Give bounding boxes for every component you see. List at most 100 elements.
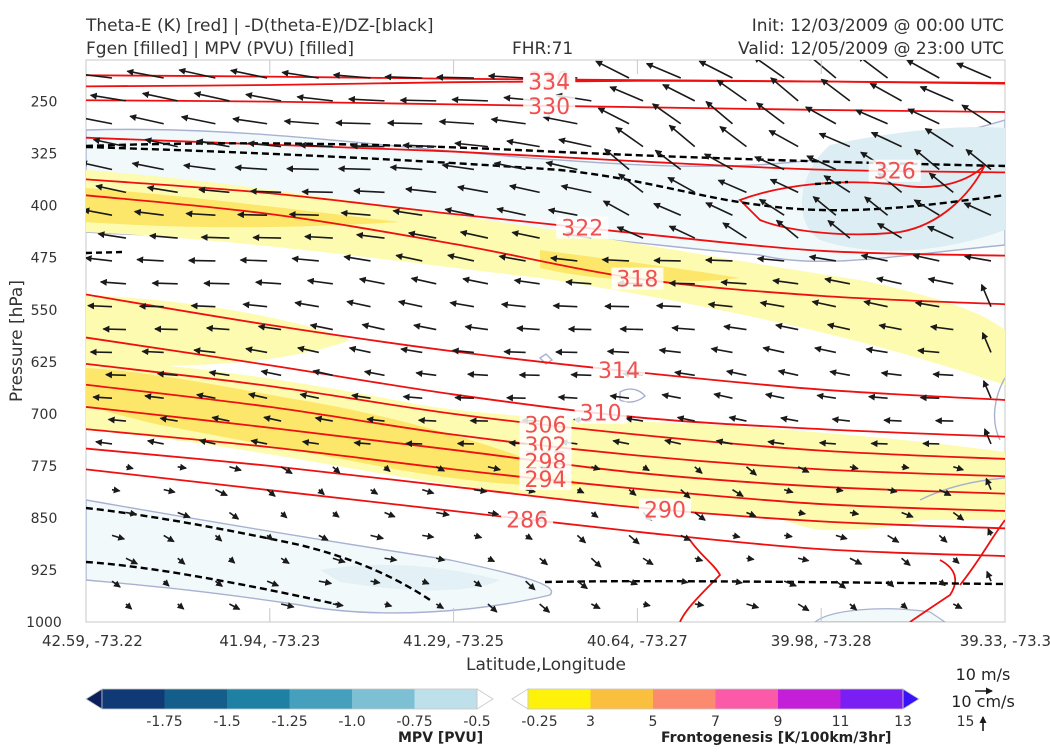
theta-e-label: 286	[506, 508, 548, 533]
wind-vector	[202, 237, 230, 238]
colorbar-segment	[528, 689, 591, 709]
y-tick-label: 850	[31, 511, 58, 527]
colorbar-tick-label: -1.0	[338, 714, 365, 730]
mpv-colorbar: -1.75-1.5-1.25-1.0-0.75-0.5-0.25	[86, 689, 558, 730]
colorbar-segment	[415, 689, 478, 709]
x-tick-label: 41.29, -73.25	[403, 632, 504, 650]
wind-vector	[884, 420, 901, 421]
wind-vector	[571, 375, 591, 376]
y-tick-label: 925	[31, 563, 58, 579]
x-axis-label: Latitude,Longitude	[466, 655, 626, 675]
y-tick-label: 700	[31, 407, 58, 423]
wind-vector	[339, 169, 371, 170]
y-tick-label: 775	[31, 459, 58, 475]
colorbar-segment	[591, 689, 654, 709]
y-tick-label: 325	[31, 147, 58, 163]
theta-e-label: 334	[528, 70, 570, 95]
colorbar-arrow-right	[903, 689, 919, 709]
wind-vector	[670, 283, 695, 284]
wind-vector	[419, 420, 436, 421]
theta-e-label: 310	[580, 402, 622, 427]
wind-vector	[155, 329, 178, 330]
wind-vector	[336, 123, 370, 124]
wind-vector	[657, 306, 681, 307]
wind-vector	[103, 329, 126, 330]
colorbar-tick-label: 5	[649, 714, 658, 730]
colorbar-segment	[841, 689, 904, 709]
wind-vector	[504, 352, 525, 353]
wind-vector	[921, 398, 940, 399]
wind-vector	[253, 237, 281, 238]
vertical-motion-key-label: 10 cm/s	[951, 692, 1015, 711]
wind-speed-key-label: 10 m/s	[956, 665, 1011, 684]
wind-vector	[351, 146, 384, 147]
y-tick-label: 1000	[26, 615, 62, 631]
colorbar-segment	[352, 689, 415, 709]
colorbar-tick-label: 7	[711, 714, 720, 730]
colorbar-arrow-left	[512, 689, 528, 709]
wind-vector	[836, 490, 843, 491]
frontogenesis-colorbar-label: Frontogenesis [K/100km/3hr]	[661, 730, 891, 746]
wind-vector	[553, 306, 577, 307]
wind-vector	[106, 375, 126, 376]
wind-vector	[93, 397, 112, 398]
y-tick-label: 550	[31, 303, 58, 319]
y-axis-label: Pressure [hPa]	[7, 280, 27, 402]
wind-vector	[455, 398, 474, 399]
x-tick-label: 42.59, -73.22	[42, 632, 143, 650]
valid-time: Valid: 12/05/2009 @ 23:00 UTC	[738, 39, 1004, 59]
wind-vector	[437, 77, 474, 78]
colorbar-segment	[165, 689, 228, 709]
x-tick-label: 39.33, -73.3	[960, 632, 1050, 650]
wind-vector	[654, 260, 681, 261]
wind-vector	[388, 123, 422, 124]
colorbar-tick-label: 13	[894, 714, 912, 730]
wind-vector	[290, 214, 319, 215]
init-time: Init: 12/03/2009 @ 00:00 UTC	[752, 16, 1004, 36]
theta-e-label: 326	[874, 160, 916, 185]
wind-vector	[241, 260, 268, 261]
colorbar-tick-label: -0.75	[396, 714, 432, 730]
wind-vector	[88, 306, 112, 307]
colorbar-tick-label: -0.5	[463, 714, 490, 730]
colorbar-segment	[102, 689, 165, 709]
theta-e-label: 322	[561, 217, 603, 242]
theta-e-label: 318	[616, 268, 658, 293]
y-tick-label: 625	[31, 355, 58, 371]
colorbar-segment	[653, 689, 716, 709]
wind-vector	[152, 283, 177, 284]
colorbar-tick-label: -1.25	[271, 714, 307, 730]
colorbar-segment	[716, 689, 779, 709]
wind-vector	[746, 558, 753, 559]
theta-e-label: 294	[525, 468, 567, 493]
colorbar-tick-label: 3	[586, 714, 595, 730]
theta-e-label: 330	[528, 95, 570, 120]
wind-vector	[620, 329, 643, 330]
colorbar-arrow-left	[86, 689, 102, 709]
theta-e-label: 290	[644, 499, 686, 524]
x-tick-label: 39.98, -73.28	[771, 632, 872, 650]
mpv-fill-upper-right	[802, 127, 1005, 251]
chart-title-line2: Fgen [filled] | MPV (PVU) [filled]	[86, 39, 354, 59]
wind-vector	[189, 260, 216, 261]
theta-e-label: 314	[598, 359, 640, 384]
colorbar-tick-label: 11	[832, 714, 850, 730]
colorbar-segment	[778, 689, 841, 709]
wind-vector	[559, 397, 578, 398]
colorbar-segment	[290, 689, 353, 709]
x-tick-label: 40.64, -73.27	[587, 632, 688, 650]
wind-vector	[191, 306, 215, 307]
wind-vector	[902, 467, 909, 468]
chart-title-line1: Theta-E (K) [red] | -D(theta-E)/DZ-[blac…	[85, 16, 434, 36]
wind-vector	[142, 351, 163, 352]
colorbar-tick-label: -1.5	[213, 714, 240, 730]
colorbar-tick-label: -0.25	[521, 714, 557, 730]
y-tick-label: 475	[31, 251, 58, 267]
wind-vector	[608, 351, 629, 352]
colorbar-tick-label: 9	[774, 714, 783, 730]
y-tick-label: 400	[31, 199, 58, 215]
